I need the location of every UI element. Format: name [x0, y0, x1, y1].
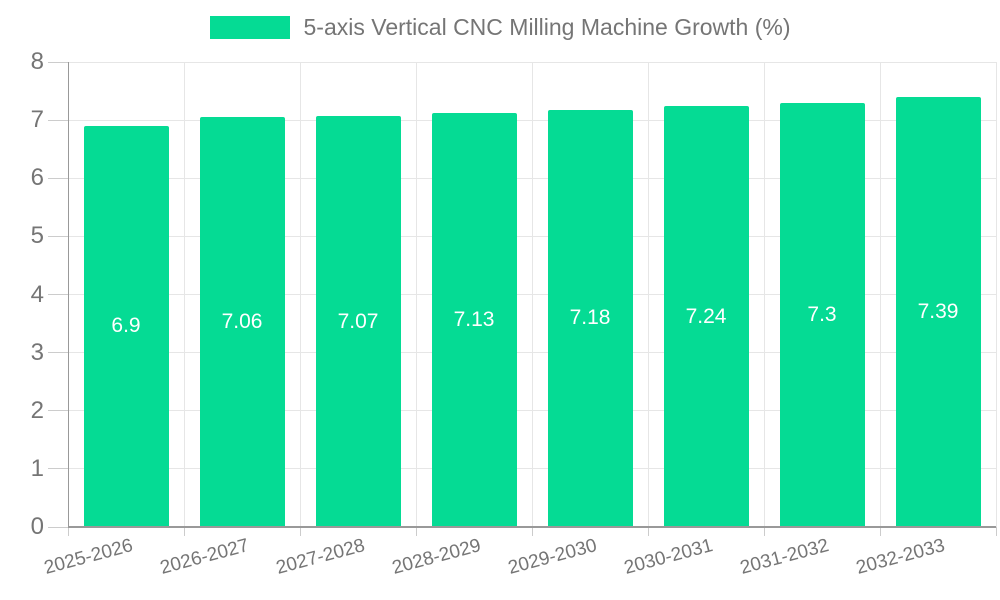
bar-value-label: 7.3	[807, 302, 837, 326]
y-axis-line	[67, 62, 69, 527]
bar[interactable]: 7.18	[547, 109, 633, 527]
x-category-label: 2025-2026	[41, 535, 136, 579]
y-axis-tick	[48, 61, 68, 63]
vgrid-line	[995, 62, 997, 527]
bar[interactable]: 6.9	[83, 125, 169, 527]
bar[interactable]: 7.39	[895, 97, 981, 527]
y-axis-tick	[48, 294, 68, 295]
bar-value-label: 7.18	[569, 306, 611, 330]
x-category-label: 2030-2031	[621, 535, 716, 579]
x-axis-tick	[183, 527, 185, 536]
x-category-label: 2031-2032	[737, 535, 832, 579]
y-axis-tick	[48, 526, 68, 528]
y-tick-label: 3	[30, 338, 44, 366]
bar[interactable]: 7.06	[199, 116, 285, 527]
x-axis-tick	[67, 527, 69, 536]
bar-value-label: 7.24	[685, 304, 727, 328]
x-category-label: 2027-2028	[273, 535, 368, 579]
y-tick-label: 0	[30, 513, 44, 540]
y-tick-label: 5	[30, 222, 44, 250]
y-tick-label: 8	[30, 48, 44, 75]
bar[interactable]: 7.07	[315, 116, 401, 527]
x-axis-tick	[763, 527, 765, 536]
x-axis-tick	[995, 527, 997, 536]
legend-swatch-icon	[209, 16, 290, 40]
y-axis-tick	[48, 235, 68, 237]
x-axis-line	[68, 526, 996, 528]
bar-value-label: 7.06	[221, 309, 263, 333]
vgrid-line	[647, 62, 649, 527]
y-tick-label: 1	[30, 454, 44, 482]
y-axis-tick	[48, 468, 68, 470]
x-category-label: 2029-2030	[505, 535, 600, 579]
y-tick-label: 2	[30, 396, 44, 424]
bar[interactable]: 7.13	[431, 112, 517, 527]
legend-label: 5-axis Vertical CNC Milling Machine Grow…	[303, 14, 791, 40]
x-axis-tick	[879, 527, 881, 536]
legend[interactable]: 5-axis Vertical CNC Milling Machine Grow…	[0, 14, 1000, 42]
vgrid-line	[879, 62, 881, 527]
bar[interactable]: 7.24	[663, 106, 749, 527]
vgrid-line	[531, 62, 533, 527]
x-axis-tick	[299, 527, 301, 536]
vgrid-line	[183, 62, 185, 527]
bar[interactable]: 7.3	[779, 102, 865, 527]
x-axis-tick	[415, 527, 417, 536]
x-category-label: 2028-2029	[389, 535, 484, 579]
x-category-label: 2026-2027	[157, 535, 252, 579]
y-axis-tick	[48, 177, 68, 179]
y-axis-tick	[48, 410, 68, 412]
x-axis-tick	[531, 527, 533, 536]
y-tick-label: 7	[30, 106, 44, 134]
bar-value-label: 7.13	[453, 307, 495, 331]
y-axis-tick	[48, 119, 68, 121]
x-axis-tick	[647, 527, 649, 536]
vgrid-line	[763, 62, 765, 527]
y-axis-tick	[48, 352, 68, 354]
x-category-label: 2032-2033	[853, 535, 948, 579]
y-tick-label: 4	[30, 280, 44, 308]
vgrid-line	[299, 62, 301, 527]
y-tick-label: 6	[30, 164, 44, 192]
bar-value-label: 7.07	[337, 309, 379, 333]
vgrid-line	[415, 62, 417, 527]
bar-value-label: 6.9	[111, 314, 141, 338]
bar-value-label: 7.39	[917, 300, 959, 324]
